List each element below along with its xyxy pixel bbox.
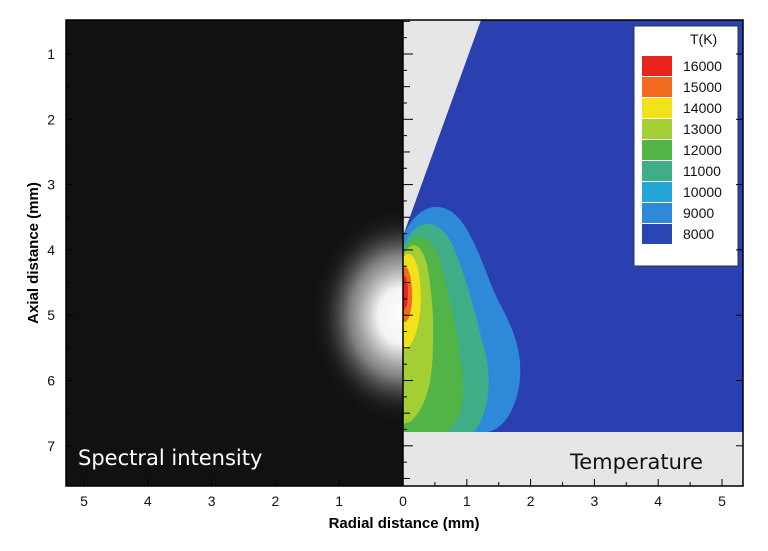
legend-swatch-14000 [642,98,672,118]
y-tick-label-5: 5 [47,307,55,323]
y-tick-label-1: 1 [47,46,55,62]
legend-title: T(K) [690,31,717,47]
legend-label-9000: 9000 [683,205,714,221]
x-tick-label-left-2: 2 [272,493,280,509]
legend-label-8000: 8000 [683,226,714,242]
temperature-panel: Temperature T(K) 16000 15000 14000 13000 120… [403,20,743,486]
legend-items: 16000 15000 14000 13000 12000 11000 10000 9000 8… [642,56,722,244]
legend-swatch-11000 [642,161,672,181]
legend-label-15000: 15000 [683,79,722,95]
spectral-intensity-panel: Spectral intensity [66,20,403,486]
y-tick-label-6: 6 [47,373,55,389]
legend-label-12000: 12000 [683,142,722,158]
x-tick-label-right-5: 5 [718,493,726,509]
legend-label-16000: 16000 [683,58,722,74]
x-tick-label-right-1: 1 [463,493,471,509]
spectral-intensity-label: Spectral intensity [78,446,262,470]
legend-label-14000: 14000 [683,100,722,116]
plot-frame [65,19,744,487]
x-tick-label-left-3: 3 [208,493,216,509]
legend-label-11000: 11000 [683,163,721,179]
x-tick-label-right-4: 4 [654,493,662,509]
legend-swatch-8000 [642,224,672,244]
legend: T(K) 16000 15000 14000 13000 12000 11000 10000… [633,25,739,267]
legend-label-10000: 10000 [683,184,722,200]
x-axis-ticks: 5 4 3 2 1 0 1 2 3 4 5 [80,479,726,509]
y-tick-label-7: 7 [47,438,55,454]
legend-swatch-15000 [642,77,672,97]
y-tick-label-4: 4 [47,242,55,258]
x-tick-label-left-1: 1 [335,493,343,509]
x-axis-title: Radial distance (mm) [329,515,480,532]
plasma-glow [307,204,403,428]
x-tick-label-right-0: 0 [399,493,407,509]
legend-swatch-13000 [642,119,672,139]
x-tick-label-left-4: 4 [144,493,152,509]
legend-swatch-16000 [642,56,672,76]
x-tick-label-right-2: 2 [527,493,535,509]
y-axis-title: Axial distance (mm) [25,182,42,324]
x-tick-label-left-5: 5 [80,493,88,509]
legend-label-13000: 13000 [683,121,722,137]
legend-swatch-10000 [642,182,672,202]
y-tick-label-3: 3 [47,177,55,193]
temperature-label: Temperature [569,450,703,474]
center-axis-ticks [403,20,413,479]
x-tick-label-right-3: 3 [591,493,599,509]
y-axis-ticks: 1 2 3 4 5 6 7 [47,46,743,454]
legend-swatch-9000 [642,203,672,223]
y-tick-label-2: 2 [47,111,55,127]
legend-swatch-12000 [642,140,672,160]
temperature-contour-15000 [403,275,408,310]
